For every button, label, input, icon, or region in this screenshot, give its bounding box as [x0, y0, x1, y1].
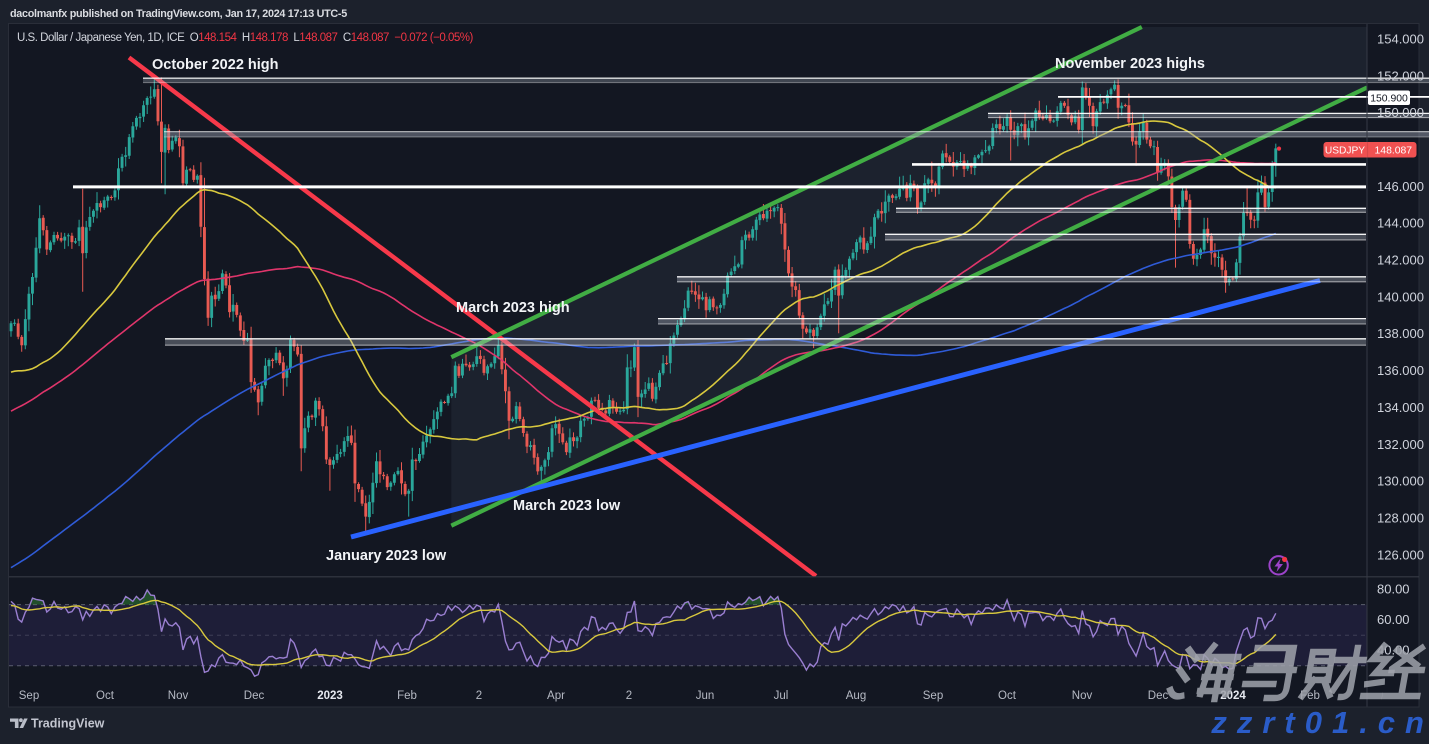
svg-text:Apr: Apr — [547, 690, 565, 702]
svg-text:March 2023 low: March 2023 low — [513, 498, 621, 514]
svg-text:2: 2 — [626, 690, 632, 702]
svg-text:154.000: 154.000 — [1377, 32, 1424, 47]
svg-text:140.000: 140.000 — [1377, 289, 1424, 304]
svg-text:Feb: Feb — [397, 690, 417, 702]
svg-text:136.000: 136.000 — [1377, 363, 1424, 378]
svg-text:Sep: Sep — [19, 690, 39, 702]
svg-text:150.000: 150.000 — [1377, 105, 1424, 120]
svg-text:Dec: Dec — [244, 690, 265, 702]
svg-text:80.00: 80.00 — [1377, 581, 1410, 596]
svg-text:Oct: Oct — [998, 690, 1017, 702]
svg-text:152.000: 152.000 — [1377, 68, 1424, 83]
svg-text:Jun: Jun — [696, 690, 715, 702]
svg-text:October 2022 high: October 2022 high — [152, 57, 279, 73]
svg-text:60.00: 60.00 — [1377, 612, 1410, 627]
svg-text:USDJPY: USDJPY — [1325, 146, 1365, 157]
svg-text:142.000: 142.000 — [1377, 253, 1424, 268]
svg-text:144.000: 144.000 — [1377, 216, 1424, 231]
svg-text:November 2023 highs: November 2023 highs — [1055, 56, 1205, 72]
svg-text:150.900: 150.900 — [1370, 93, 1408, 104]
svg-text:2: 2 — [476, 690, 482, 702]
svg-text:Sep: Sep — [923, 690, 943, 702]
svg-text:132.000: 132.000 — [1377, 437, 1424, 452]
svg-text:Oct: Oct — [96, 690, 115, 702]
svg-text:Aug: Aug — [846, 690, 866, 702]
svg-text:Nov: Nov — [168, 690, 189, 702]
svg-text:Jul: Jul — [774, 690, 789, 702]
svg-text:146.000: 146.000 — [1377, 179, 1424, 194]
svg-text:138.000: 138.000 — [1377, 326, 1424, 341]
svg-text:U.S. Dollar / Japanese Yen, 1D: U.S. Dollar / Japanese Yen, 1D, ICE O148… — [17, 32, 474, 44]
svg-text:134.000: 134.000 — [1377, 400, 1424, 415]
svg-text:dacolmanfx published on Tradin: dacolmanfx published on TradingView.com,… — [10, 8, 347, 20]
svg-text:2023: 2023 — [317, 690, 343, 702]
svg-text:128.000: 128.000 — [1377, 510, 1424, 525]
svg-text:January 2023 low: January 2023 low — [326, 548, 447, 564]
svg-text:TradingView: TradingView — [31, 717, 105, 731]
svg-text:126.000: 126.000 — [1377, 547, 1424, 562]
svg-text:zzrt01.cn: zzrt01.cn — [1210, 705, 1429, 739]
svg-text:Dec: Dec — [1148, 690, 1169, 702]
svg-text:130.000: 130.000 — [1377, 474, 1424, 489]
svg-text:March 2023 high: March 2023 high — [456, 300, 570, 316]
svg-text:148.087: 148.087 — [1375, 146, 1413, 157]
svg-text:Nov: Nov — [1072, 690, 1093, 702]
